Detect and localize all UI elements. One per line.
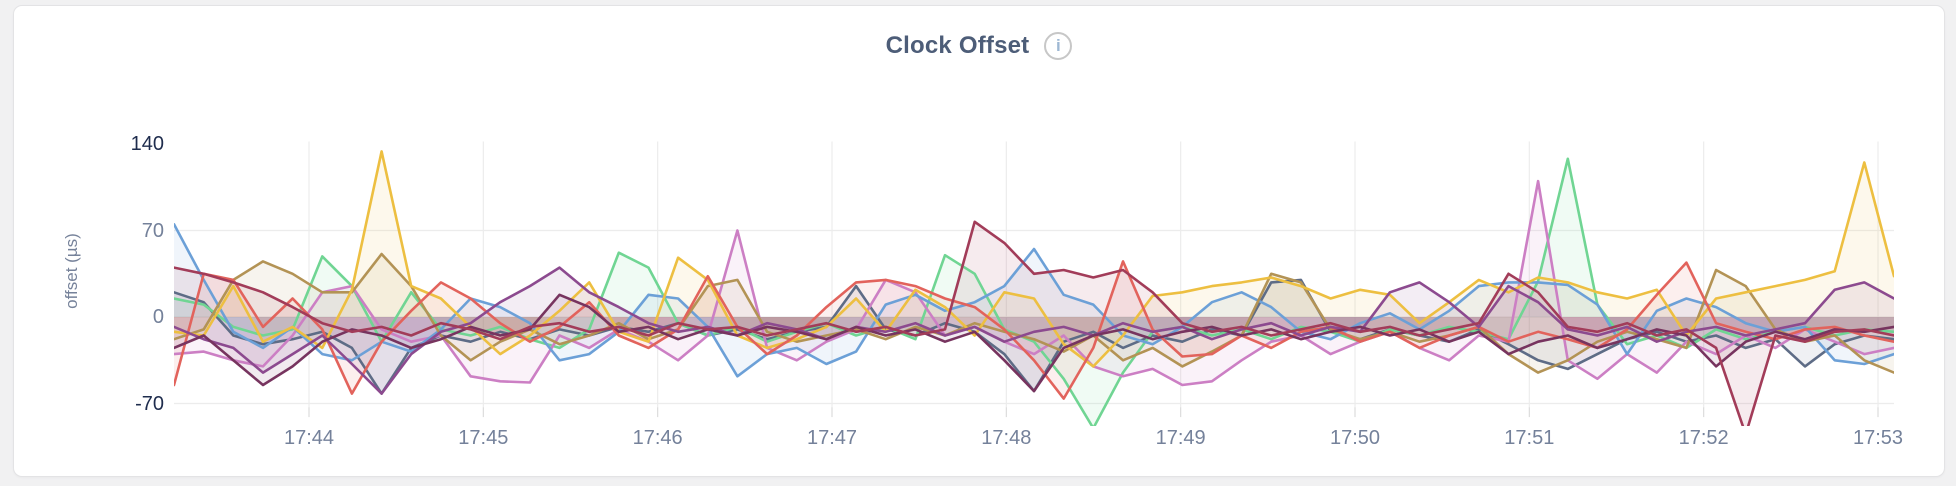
chart-header: Clock Offset i — [14, 32, 1944, 60]
series-area-series-7 — [174, 261, 1894, 399]
y-tick-label: 140 — [130, 133, 164, 155]
y-axis-title: offset (µs) — [62, 233, 81, 309]
series-line-series-3 — [174, 179, 1894, 387]
x-tick-label: 17:52 — [1678, 427, 1729, 449]
series-area-series-10 — [174, 221, 1894, 426]
info-icon[interactable]: i — [1044, 32, 1073, 60]
series-line-series-6 — [174, 150, 1894, 368]
x-tick-label: 17:50 — [1329, 427, 1381, 449]
x-tick-label: 17:53 — [1852, 427, 1904, 449]
x-tick-label: 17:44 — [283, 427, 335, 449]
x-tick-label: 17:49 — [1155, 427, 1206, 449]
x-tick-label: 17:47 — [806, 427, 858, 449]
x-tick-label: 17:51 — [1504, 427, 1555, 449]
x-tick-label: 17:46 — [632, 427, 683, 449]
series-line-series-4 — [174, 223, 1894, 378]
y-tick-label: 70 — [141, 219, 164, 242]
x-tick-label: 17:45 — [458, 427, 509, 449]
chart-title: Clock Offset — [885, 32, 1030, 59]
series-line-series-9 — [174, 293, 1894, 393]
y-tick-label: 0 — [152, 306, 164, 328]
clock-offset-line-chart[interactable] — [174, 101, 1894, 426]
series-line-series-2 — [174, 157, 1894, 426]
y-tick-label: -70 — [135, 392, 164, 415]
series-area-series-2 — [174, 158, 1894, 426]
clock-offset-chart-card: Clock Offset i offset (µs) 140 70 0 -70 17:… — [13, 5, 1945, 477]
series-line-series-10 — [174, 220, 1894, 426]
series-area-series-3 — [174, 181, 1894, 385]
series-line-series-5 — [174, 252, 1894, 374]
series-area-series-1 — [174, 279, 1894, 394]
series-area-series-6 — [174, 151, 1894, 367]
x-tick-label: 17:48 — [981, 427, 1032, 449]
chart-plot-area[interactable] — [174, 101, 1894, 426]
series-line-series-7 — [174, 260, 1894, 400]
